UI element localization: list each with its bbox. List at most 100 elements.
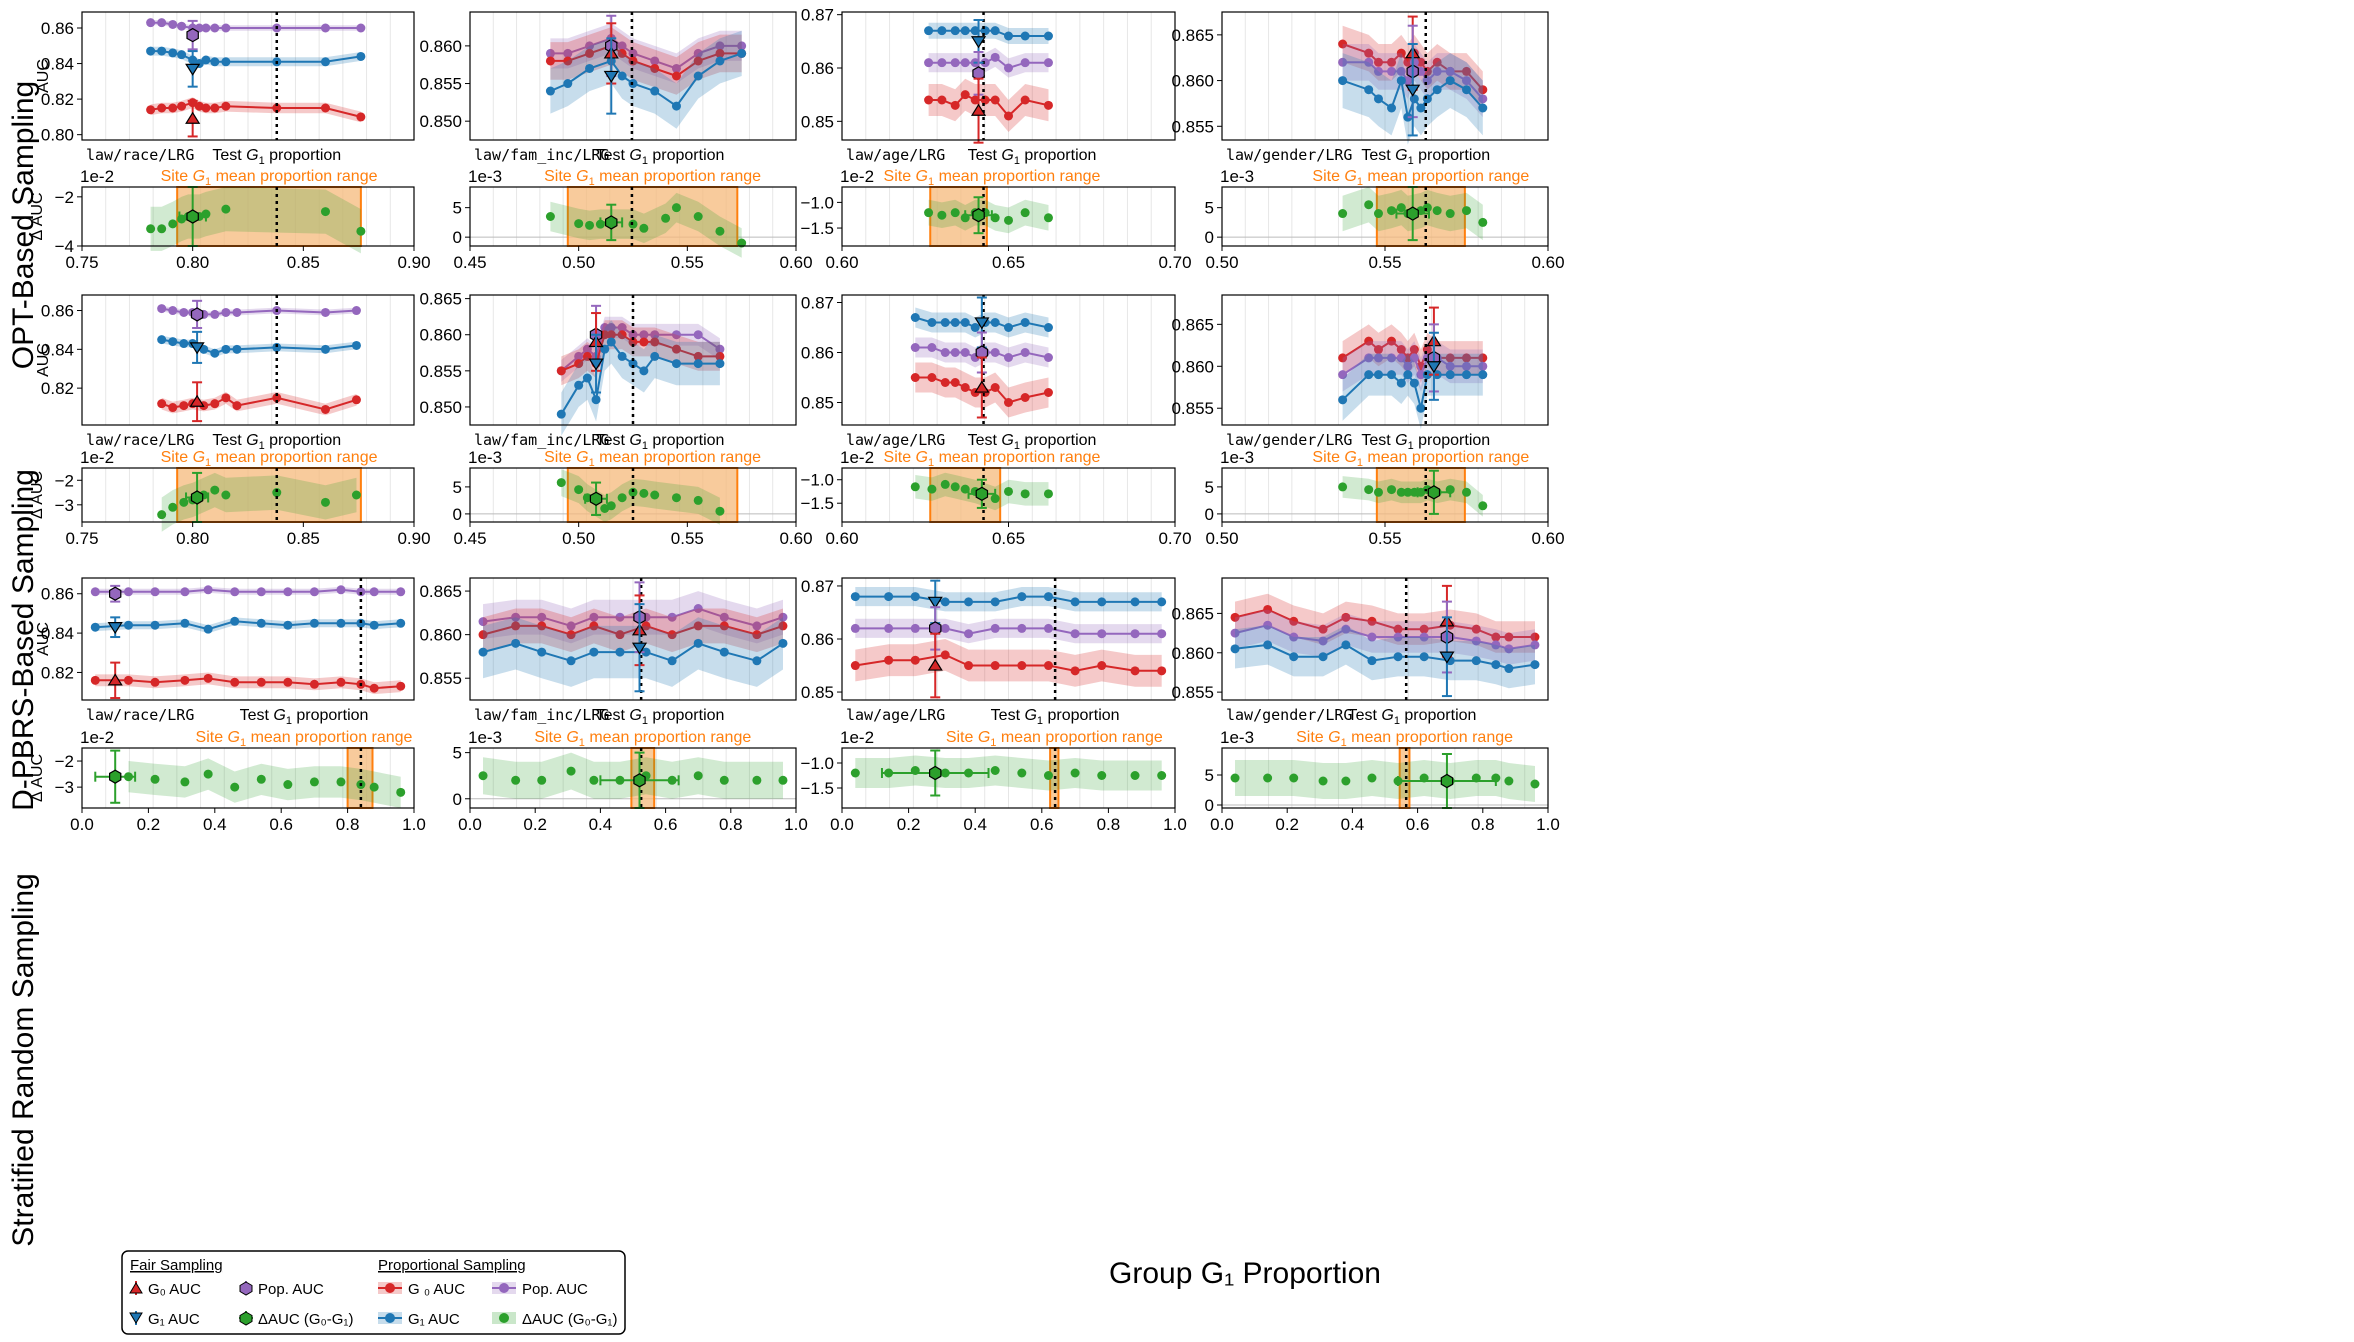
point-purple [545,48,555,58]
point-purple [203,585,213,595]
auc-series-blue [478,617,788,687]
point-red [272,393,282,403]
point-red [1462,66,1471,76]
point-purple [177,21,187,31]
x-tick-label: 0.55 [1368,529,1401,548]
point-purple [232,307,242,317]
dauc-axes-0-3: 0 5 1e-3 Site G1 mean proportion range 0.50 0… [1205,167,1565,272]
point-purple [1373,353,1383,363]
point-blue [369,620,379,630]
dataset-label: law/race/LRG [86,431,194,449]
y-tick-label: 0.850 [419,112,462,131]
point-blue [1043,592,1053,602]
point-red [1403,57,1413,67]
point-red [203,673,213,683]
y-tick-label: 0.84 [41,340,74,359]
fair-dauc-marker [599,203,624,242]
point-red [1097,661,1107,671]
point-blue [1373,94,1383,104]
point-red [168,403,178,413]
x-tick-label: 0.4 [589,815,613,834]
fair-hex [1406,206,1419,221]
x-tick-label: 0.60 [1531,529,1564,548]
fair-marker-red [189,381,205,423]
dauc-point [221,490,231,500]
point-blue [1367,656,1377,666]
fair-tridown [189,342,205,355]
dauc-point [950,482,960,492]
point-blue [715,56,725,66]
fair-marker-purple [186,19,199,51]
auc-frame [81,577,415,701]
x-tick-label: 0.8 [719,815,743,834]
dauc-frame [81,747,415,809]
point-purple [693,330,703,340]
point-purple [960,58,970,68]
point-red [396,681,406,691]
panel-0-3: 0.855 0.860 0.865 law/gender/LRG Test G1 pro… [1171,11,1565,272]
point-blue [157,46,167,56]
point-purple [1043,623,1053,633]
dauc-point [157,224,167,234]
dauc-frame [81,186,415,247]
point-blue [850,592,860,602]
x-tick-label: 0.60 [1531,253,1564,272]
point-purple [1393,632,1403,642]
y-tick-label: −2 [55,752,74,771]
dataset-label: law/gender/LRG [1226,431,1352,449]
point-red [990,95,1000,105]
row-title-opt: OPT-Based Sampling [7,81,40,369]
point-blue [970,323,980,332]
legend-prop-pop: Pop. AUC [492,1281,588,1298]
dauc-band [161,472,357,532]
point-blue [960,318,970,327]
x-tick-label: 0.6 [654,815,678,834]
site-range-label: Site G1 mean proportion range [161,449,378,469]
fair-marker-blue [1439,616,1455,698]
point-red [589,621,599,631]
point-red [752,630,762,640]
point-blue [1263,640,1273,650]
x-tick-label: 0.90 [397,253,430,272]
point-blue [650,86,660,96]
dauc-axes-2-1: 0 5 1e-3 Site G1 mean proportion range 0.0 0.… [453,728,808,834]
point-blue [283,620,293,630]
x-tick-label: 0.60 [825,253,858,272]
point-red [960,383,970,392]
y-tick-label: 0.860 [1171,72,1214,91]
dauc-point [369,782,379,792]
dauc-point [1338,482,1348,492]
dauc-point [1130,771,1140,780]
auc-frame [1221,294,1549,426]
fair-tridown [185,63,201,76]
dauc-point [1263,773,1273,783]
point-blue [719,647,729,657]
dauc-point [272,488,282,498]
point-purple [850,623,860,633]
x-tick-label: 0.2 [1275,815,1299,834]
dataset-label: law/race/LRG [86,706,194,724]
y-scale-label: 1e-3 [1220,167,1254,186]
site-range-label: Site G1 mean proportion range [946,729,1163,749]
point-red [180,675,190,685]
point-red [1043,661,1053,671]
fair-marker-blue [1426,331,1442,401]
auc-axes-0-0: 0.80 0.82 0.84 0.86 AUC law/race/LRG Test G1 p… [35,11,415,167]
y-tick-label: 0.860 [1171,644,1214,663]
point-blue [336,618,346,628]
x-tick-label: 0.75 [65,529,98,548]
point-red [950,100,960,110]
dauc-point [1097,771,1107,780]
y-tick-label: 0.860 [419,326,462,345]
point-red [1387,336,1397,346]
y-tick-label: 0.87 [801,294,834,313]
point-blue [1409,94,1419,104]
point-red [950,378,960,387]
figure-xlabel: Group G₁ Proportion [1109,1257,1381,1290]
point-purple [606,323,616,332]
y-tick-label: −1.0 [800,754,834,773]
point-blue [221,344,231,354]
fair-marker-red [107,661,123,700]
